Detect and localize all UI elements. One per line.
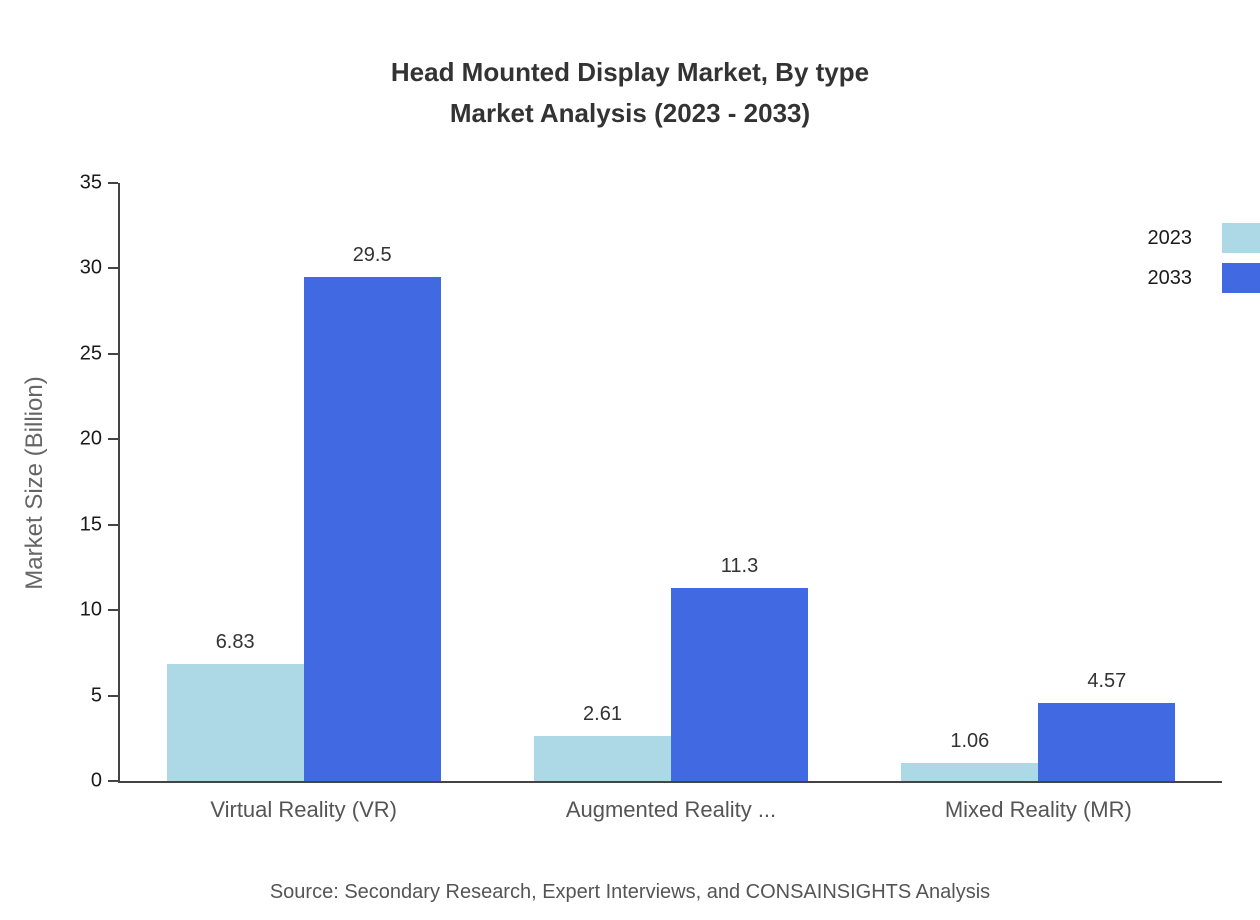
bar-2033-mixed-reality-mr — [1038, 702, 1176, 781]
bar-2033-augmented-reality — [671, 587, 808, 781]
y-tick-mark — [108, 352, 118, 355]
y-tick-label: 15 — [79, 513, 102, 536]
chart-title-line1: Head Mounted Display Market, By type — [390, 57, 870, 87]
y-tick-label: 30 — [79, 256, 102, 279]
y-tick-mark — [108, 438, 118, 441]
chart-title-line2: Market Analysis (2023 - 2033) — [449, 98, 811, 128]
bar-2023-mixed-reality-mr — [901, 762, 1039, 781]
bar-2033-virtual-reality-vr — [303, 276, 441, 781]
y-tick-mark — [108, 267, 118, 270]
y-tick-mark — [108, 523, 118, 526]
y-tick-label: 10 — [79, 598, 102, 621]
y-tick-label: 20 — [79, 427, 102, 450]
value-label-2033-mixed-reality-mr: 4.57 — [1087, 669, 1127, 692]
value-label-2033-augmented-reality: 11.3 — [720, 554, 759, 577]
legend-swatch-2033 — [1222, 263, 1260, 293]
y-tick-label: 35 — [79, 171, 102, 194]
legend-label-2033: 2033 — [1147, 266, 1193, 289]
value-label-2023-virtual-reality-vr: 6.83 — [215, 631, 255, 654]
bar-2023-virtual-reality-vr — [166, 664, 304, 781]
y-tick-mark — [108, 694, 118, 697]
legend-item-2023: 2023 — [1148, 218, 1260, 258]
category-label-mixed-reality-mr: Mixed Reality (MR) — [944, 797, 1132, 822]
value-label-2023-mixed-reality-mr: 1.06 — [950, 729, 990, 752]
y-tick-label: 0 — [90, 769, 102, 792]
legend-item-2033: 2033 — [1148, 258, 1260, 298]
plot-area: 0 5 10 15 20 25 30 35 6.83 29.5 Virtual Reality (V… — [80, 172, 1222, 822]
y-tick-label: 5 — [90, 684, 102, 707]
legend-swatch-2023 — [1222, 223, 1260, 253]
value-label-2033-virtual-reality-vr: 29.5 — [352, 243, 392, 266]
y-tick-mark — [108, 609, 118, 612]
legend-label-2023: 2023 — [1147, 226, 1193, 249]
y-tick-label: 25 — [79, 342, 102, 365]
value-label-2023-augmented-reality: 2.61 — [583, 703, 622, 726]
legend: 2023 2033 — [1148, 218, 1260, 298]
y-axis-label: Market Size (Billion) — [21, 376, 48, 590]
source-text: Source: Secondary Research, Expert Inter… — [269, 881, 991, 903]
y-tick-mark — [108, 780, 118, 782]
chart-title: Head Mounted Display Market, By type Mar… — [0, 52, 1260, 134]
bar-2023-augmented-reality — [534, 736, 671, 781]
category-label-virtual-reality-vr: Virtual Reality (VR) — [210, 797, 397, 822]
category-label-augmented-reality: Augmented Reality ... — [565, 797, 777, 822]
y-tick-mark — [108, 182, 118, 184]
